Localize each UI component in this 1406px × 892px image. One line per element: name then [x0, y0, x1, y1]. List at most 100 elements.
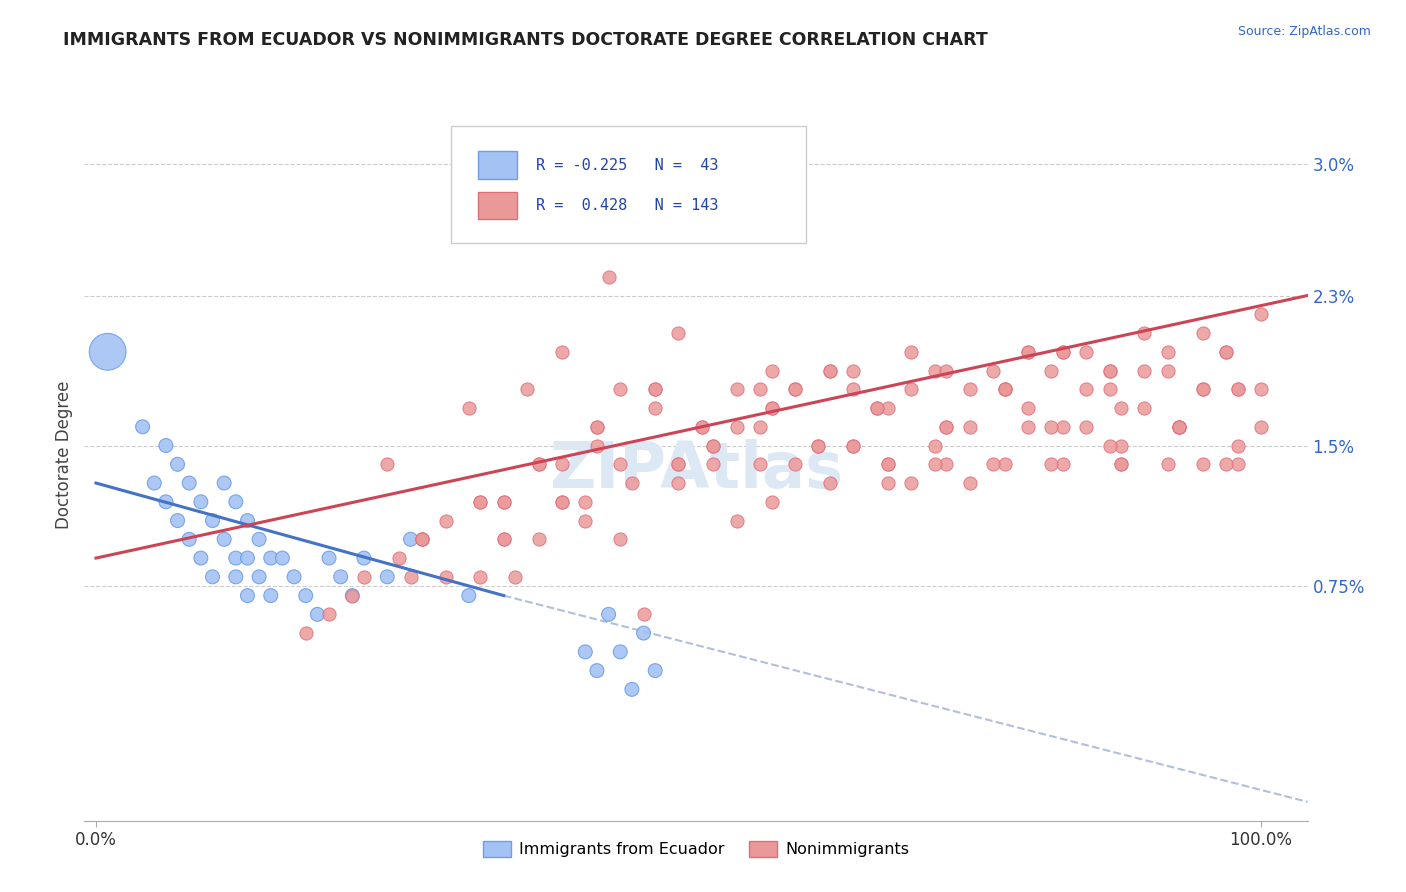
Point — [1226, 382, 1249, 396]
Point — [551, 495, 574, 509]
Point — [1191, 458, 1213, 472]
Point — [1109, 438, 1132, 452]
Point — [981, 458, 1004, 472]
Point — [725, 382, 748, 396]
Point — [725, 514, 748, 528]
Point — [1052, 419, 1074, 434]
Point — [1191, 382, 1213, 396]
Point — [411, 533, 433, 547]
Point — [225, 551, 247, 566]
Point — [633, 607, 655, 622]
Point — [1040, 419, 1063, 434]
Point — [1017, 419, 1039, 434]
Point — [842, 363, 865, 377]
Point — [807, 438, 830, 452]
Point — [342, 589, 364, 603]
Point — [1133, 326, 1156, 340]
Point — [283, 570, 305, 584]
Point — [994, 382, 1017, 396]
Point — [749, 382, 772, 396]
Y-axis label: Doctorate Degree: Doctorate Degree — [55, 381, 73, 529]
FancyBboxPatch shape — [478, 192, 517, 219]
Point — [527, 458, 550, 472]
Point — [959, 419, 981, 434]
Point — [690, 419, 713, 434]
Point — [1226, 438, 1249, 452]
Point — [1098, 363, 1121, 377]
Point — [131, 419, 153, 434]
Point — [492, 533, 515, 547]
Point — [574, 514, 596, 528]
Point — [1109, 401, 1132, 415]
Point — [505, 570, 527, 584]
Point — [1040, 458, 1063, 472]
Point — [1250, 382, 1272, 396]
Point — [143, 476, 166, 491]
Point — [633, 626, 655, 640]
Point — [155, 438, 177, 452]
Point — [959, 382, 981, 396]
Point — [761, 363, 783, 377]
Point — [877, 458, 900, 472]
Point — [179, 533, 201, 547]
Point — [620, 682, 643, 697]
Point — [842, 438, 865, 452]
Point — [818, 476, 841, 491]
Point — [236, 551, 259, 566]
Point — [668, 326, 690, 340]
Point — [1133, 363, 1156, 377]
Point — [318, 551, 340, 566]
Point — [434, 514, 457, 528]
Point — [375, 570, 398, 584]
Point — [761, 401, 783, 415]
Point — [260, 551, 283, 566]
Point — [644, 382, 666, 396]
Point — [783, 458, 806, 472]
Point — [994, 382, 1017, 396]
Point — [329, 570, 352, 584]
Point — [388, 551, 411, 566]
Point — [1191, 382, 1213, 396]
Legend: Immigrants from Ecuador, Nonimmigrants: Immigrants from Ecuador, Nonimmigrants — [477, 835, 915, 863]
Point — [842, 438, 865, 452]
Point — [1226, 458, 1249, 472]
Point — [1076, 419, 1098, 434]
Point — [551, 495, 574, 509]
Point — [586, 664, 609, 678]
Point — [574, 645, 596, 659]
Point — [900, 382, 922, 396]
Point — [166, 514, 188, 528]
Point — [644, 401, 666, 415]
Point — [179, 476, 201, 491]
Point — [935, 419, 957, 434]
Point — [212, 476, 235, 491]
Point — [260, 589, 283, 603]
Point — [375, 458, 398, 472]
Point — [225, 495, 247, 509]
Point — [236, 589, 259, 603]
Point — [725, 419, 748, 434]
Point — [690, 419, 713, 434]
Point — [935, 458, 957, 472]
Point — [668, 458, 690, 472]
Point — [1226, 382, 1249, 396]
Point — [609, 645, 631, 659]
Point — [294, 589, 316, 603]
Point — [411, 533, 433, 547]
Point — [1168, 419, 1191, 434]
Text: IMMIGRANTS FROM ECUADOR VS NONIMMIGRANTS DOCTORATE DEGREE CORRELATION CHART: IMMIGRANTS FROM ECUADOR VS NONIMMIGRANTS… — [63, 31, 988, 49]
Point — [1191, 326, 1213, 340]
Point — [399, 570, 422, 584]
Point — [492, 533, 515, 547]
Point — [1040, 363, 1063, 377]
Point — [457, 401, 479, 415]
Point — [411, 533, 433, 547]
Point — [434, 570, 457, 584]
Point — [212, 533, 235, 547]
Point — [586, 438, 609, 452]
Point — [1168, 419, 1191, 434]
Point — [994, 382, 1017, 396]
Point — [399, 533, 422, 547]
Point — [1052, 458, 1074, 472]
Point — [1133, 401, 1156, 415]
